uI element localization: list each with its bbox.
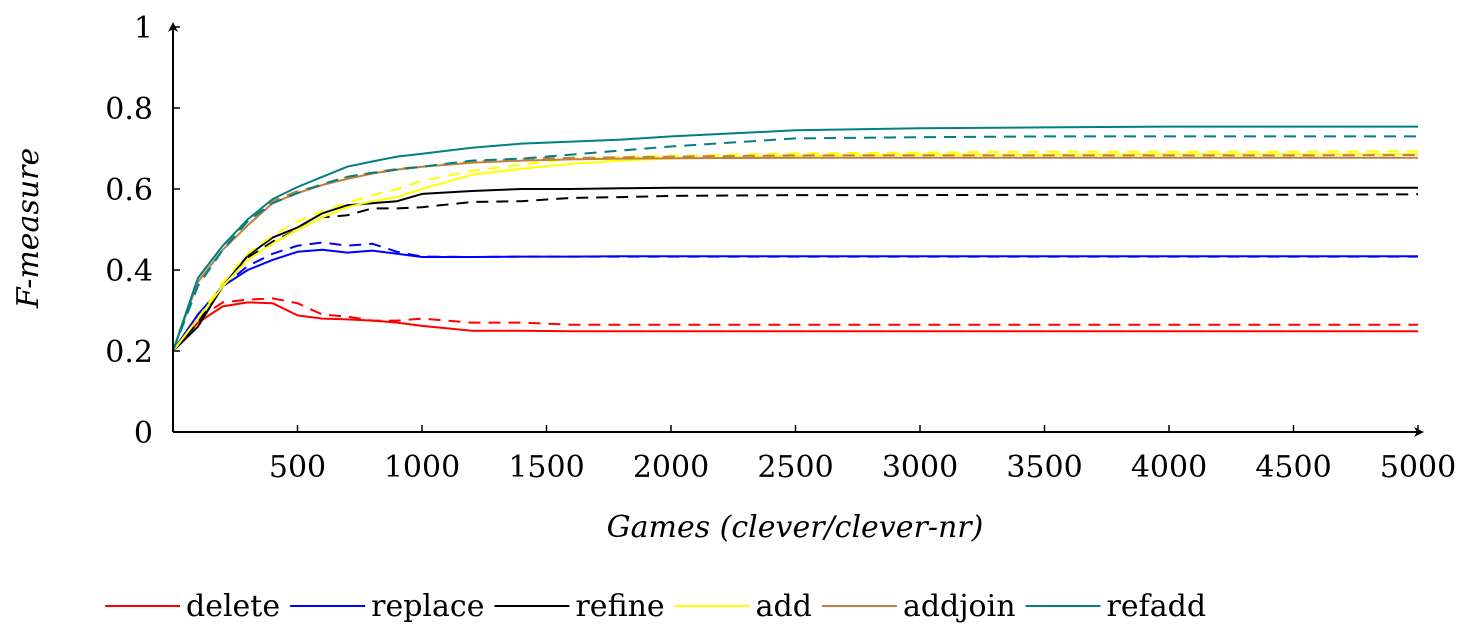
series-line-replace-clever-nr: [172, 241, 1418, 352]
legend-label-refadd: refadd: [1107, 589, 1207, 624]
series-line-replace-clever: [172, 248, 1418, 352]
x-tick-label: 2500: [757, 450, 833, 485]
legend-label-addjoin: addjoin: [903, 589, 1016, 624]
x-tick-label: 4000: [1131, 450, 1207, 485]
series-line-delete-clever-nr: [172, 297, 1418, 352]
series-line-refadd-clever: [172, 125, 1418, 352]
x-tick-label: 3000: [882, 450, 958, 485]
y-tick-label: 0.2: [105, 335, 153, 370]
x-tick-label: 500: [269, 450, 326, 485]
x-tick-label: 1500: [508, 450, 584, 485]
series-line-refine-clever-nr: [172, 193, 1419, 352]
y-axis-title: F-measure: [11, 148, 46, 310]
legend-label-delete: delete: [186, 589, 280, 624]
x-tick-label: 4500: [1255, 450, 1331, 485]
x-tick-label: 3500: [1006, 450, 1082, 485]
series-line-delete-clever: [172, 301, 1418, 352]
legend-label-add: add: [756, 589, 812, 624]
legend-label-replace: replace: [371, 589, 484, 624]
series-layer: [172, 125, 1419, 352]
x-tick-label: 5000: [1380, 450, 1456, 485]
series-line-addjoin-clever-nr: [172, 154, 1419, 352]
y-tick-label: 1: [134, 11, 153, 46]
legend-label-refine: refine: [575, 589, 664, 624]
y-tick-label: 0.8: [105, 92, 153, 127]
series-line-refadd-clever-nr: [172, 135, 1418, 352]
legend: delete replace refine add addjoin refadd: [105, 589, 1206, 624]
y-tick-label: 0.4: [105, 254, 153, 289]
series-line-add-clever: [172, 153, 1418, 352]
tick-layer: 500 1000 1500 2000 2500 3000 3500 4000 4500 5000 0…: [105, 11, 1456, 485]
series-line-addjoin-clever: [172, 156, 1418, 352]
y-tick-label: 0.6: [105, 173, 153, 208]
series-line-refine-clever: [172, 186, 1418, 352]
x-tick-label: 2000: [633, 450, 709, 485]
x-tick-label: 1000: [384, 450, 460, 485]
x-axis-title: Games (clever/clever-nr): [607, 510, 984, 545]
y-tick-label: 0: [134, 416, 153, 451]
